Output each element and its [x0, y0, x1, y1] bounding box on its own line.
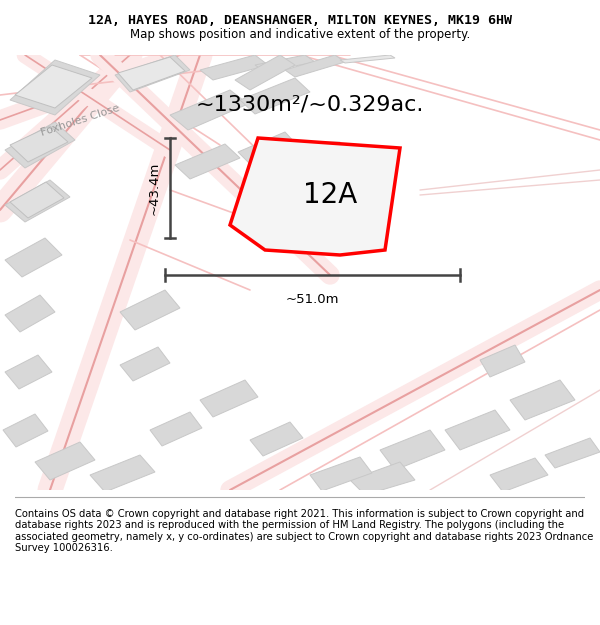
Polygon shape — [255, 55, 315, 72]
Polygon shape — [175, 144, 240, 179]
Polygon shape — [445, 410, 510, 450]
Polygon shape — [310, 457, 372, 491]
Polygon shape — [5, 238, 62, 277]
Polygon shape — [118, 57, 185, 90]
Polygon shape — [10, 126, 68, 162]
Polygon shape — [35, 442, 95, 480]
Polygon shape — [490, 458, 548, 492]
Polygon shape — [170, 90, 248, 130]
Polygon shape — [115, 55, 190, 92]
Text: Map shows position and indicative extent of the property.: Map shows position and indicative extent… — [130, 28, 470, 41]
Polygon shape — [285, 55, 345, 77]
Polygon shape — [255, 142, 340, 192]
Text: ~43.4m: ~43.4m — [148, 161, 161, 214]
Polygon shape — [200, 55, 268, 80]
Polygon shape — [380, 430, 445, 470]
Polygon shape — [238, 132, 298, 165]
Polygon shape — [3, 414, 48, 447]
Text: 12A: 12A — [303, 181, 357, 209]
Polygon shape — [15, 65, 92, 108]
Polygon shape — [5, 355, 52, 389]
Polygon shape — [10, 60, 100, 115]
Polygon shape — [240, 78, 310, 114]
Text: ~1330m²/~0.329ac.: ~1330m²/~0.329ac. — [196, 95, 424, 115]
Polygon shape — [5, 295, 55, 332]
Polygon shape — [120, 290, 180, 330]
Polygon shape — [250, 422, 303, 456]
Polygon shape — [5, 122, 75, 168]
Polygon shape — [545, 438, 600, 468]
Polygon shape — [150, 412, 202, 446]
Text: Foxholes Close: Foxholes Close — [39, 102, 121, 138]
Polygon shape — [90, 455, 155, 492]
Polygon shape — [10, 182, 64, 218]
Text: 12A, HAYES ROAD, DEANSHANGER, MILTON KEYNES, MK19 6HW: 12A, HAYES ROAD, DEANSHANGER, MILTON KEY… — [88, 14, 512, 27]
Polygon shape — [340, 55, 395, 63]
Polygon shape — [510, 380, 575, 420]
Polygon shape — [480, 345, 525, 377]
Polygon shape — [350, 462, 415, 495]
Text: ~51.0m: ~51.0m — [286, 293, 339, 306]
Polygon shape — [200, 380, 258, 417]
Polygon shape — [235, 55, 295, 90]
Polygon shape — [120, 347, 170, 381]
Polygon shape — [5, 180, 70, 222]
Text: Contains OS data © Crown copyright and database right 2021. This information is : Contains OS data © Crown copyright and d… — [15, 509, 593, 553]
Polygon shape — [230, 138, 400, 255]
